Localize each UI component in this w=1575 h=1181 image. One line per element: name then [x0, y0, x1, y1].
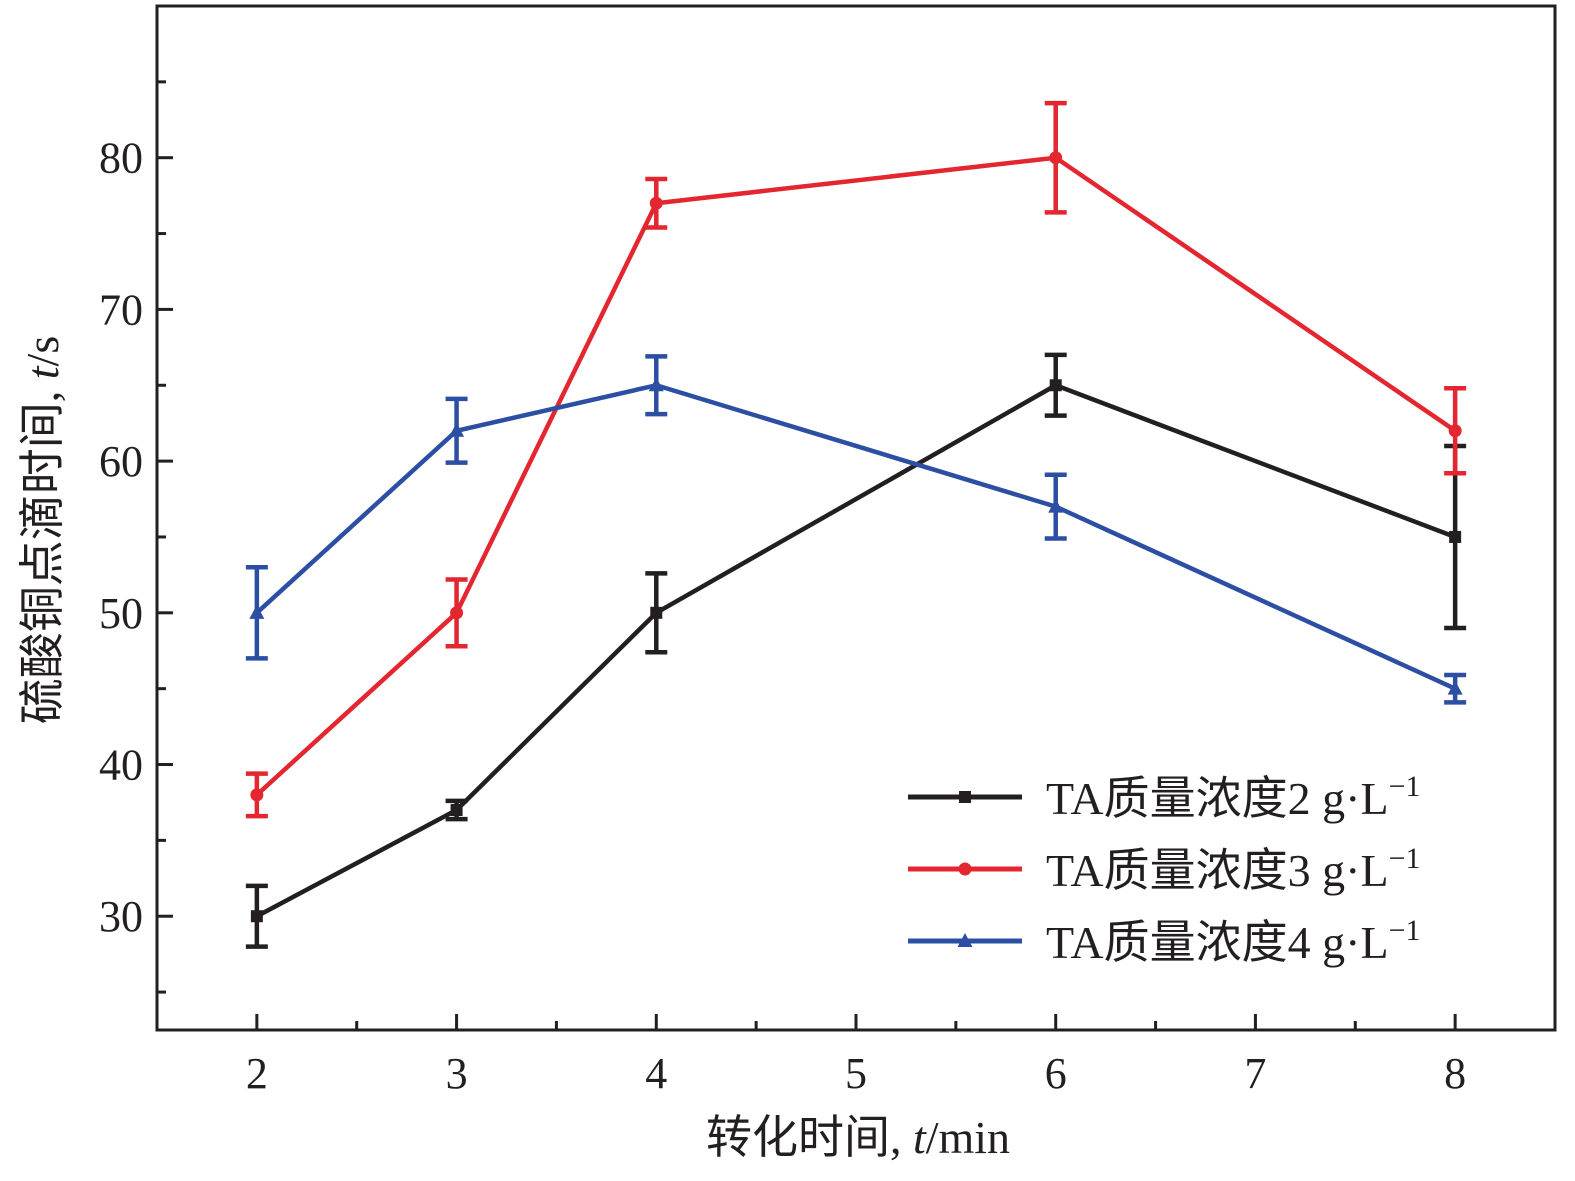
legend-label-series-2: TA质量浓度3 g·L−1 [1046, 842, 1420, 896]
legend-symbol [959, 791, 971, 803]
y-tick-label: 40 [99, 741, 143, 790]
x-tick-label: 4 [645, 1049, 667, 1098]
y-tick-label: 80 [99, 134, 143, 183]
legend-label-series-3: TA质量浓度4 g·L−1 [1046, 914, 1420, 968]
data-point [1049, 151, 1063, 165]
series-line [255, 383, 1456, 919]
legend-symbol [958, 862, 972, 876]
data-point [1048, 498, 1064, 513]
data-point [1049, 379, 1062, 392]
legend-marker-series-1 [908, 791, 1022, 803]
data-point [250, 788, 264, 802]
x-axis-ticks: 2 3 4 5 6 7 8 [246, 1014, 1466, 1098]
series-line [255, 383, 1457, 691]
data-point [1447, 680, 1463, 695]
y-tick-label: 70 [99, 285, 143, 334]
legend-label-series-1: TA质量浓度2 g·L−1 [1046, 770, 1420, 824]
data-point [648, 377, 664, 392]
y-axis-title: 硫酸铜点滴时间, t/s [17, 336, 68, 724]
x-tick-label: 7 [1244, 1049, 1266, 1098]
plot-frame [155, 4, 1557, 1032]
y-axis-ticks: 30 40 50 60 70 80 [99, 4, 173, 994]
series-layer [245, 100, 1467, 949]
series-2 [245, 100, 1467, 819]
x-tick-label: 6 [1045, 1049, 1067, 1098]
data-point [450, 606, 464, 620]
x-tick-label: 8 [1444, 1049, 1466, 1098]
data-point [450, 804, 463, 817]
x-axis-title: 转化时间, t/min [706, 1112, 1010, 1163]
data-point [449, 422, 465, 437]
legend-item: TA质量浓度3 g·L−1 [908, 842, 1420, 896]
legend-marker-series-3 [908, 933, 1022, 947]
legend-item: TA质量浓度2 g·L−1 [908, 770, 1420, 824]
series-line [255, 155, 1457, 797]
legend-marker-series-2 [908, 862, 1022, 876]
series-3 [245, 354, 1467, 705]
data-point [249, 604, 265, 619]
legend: TA质量浓度2 g·L−1 TA质量浓度3 g·L−1 TA质量浓度4 g·L−… [908, 770, 1420, 968]
data-point [1449, 530, 1462, 543]
data-point [250, 910, 263, 923]
x-tick-label: 2 [246, 1049, 268, 1098]
legend-symbol [957, 933, 973, 947]
x-tick-label: 5 [845, 1049, 867, 1098]
y-tick-label: 50 [99, 589, 143, 638]
x-tick-label: 3 [446, 1049, 468, 1098]
y-tick-label: 60 [99, 437, 143, 486]
data-point [1448, 424, 1462, 438]
y-tick-label: 30 [99, 892, 143, 941]
series-1 [245, 352, 1467, 949]
legend-item: TA质量浓度4 g·L−1 [908, 914, 1420, 968]
data-point [650, 606, 663, 619]
data-point [649, 196, 663, 210]
